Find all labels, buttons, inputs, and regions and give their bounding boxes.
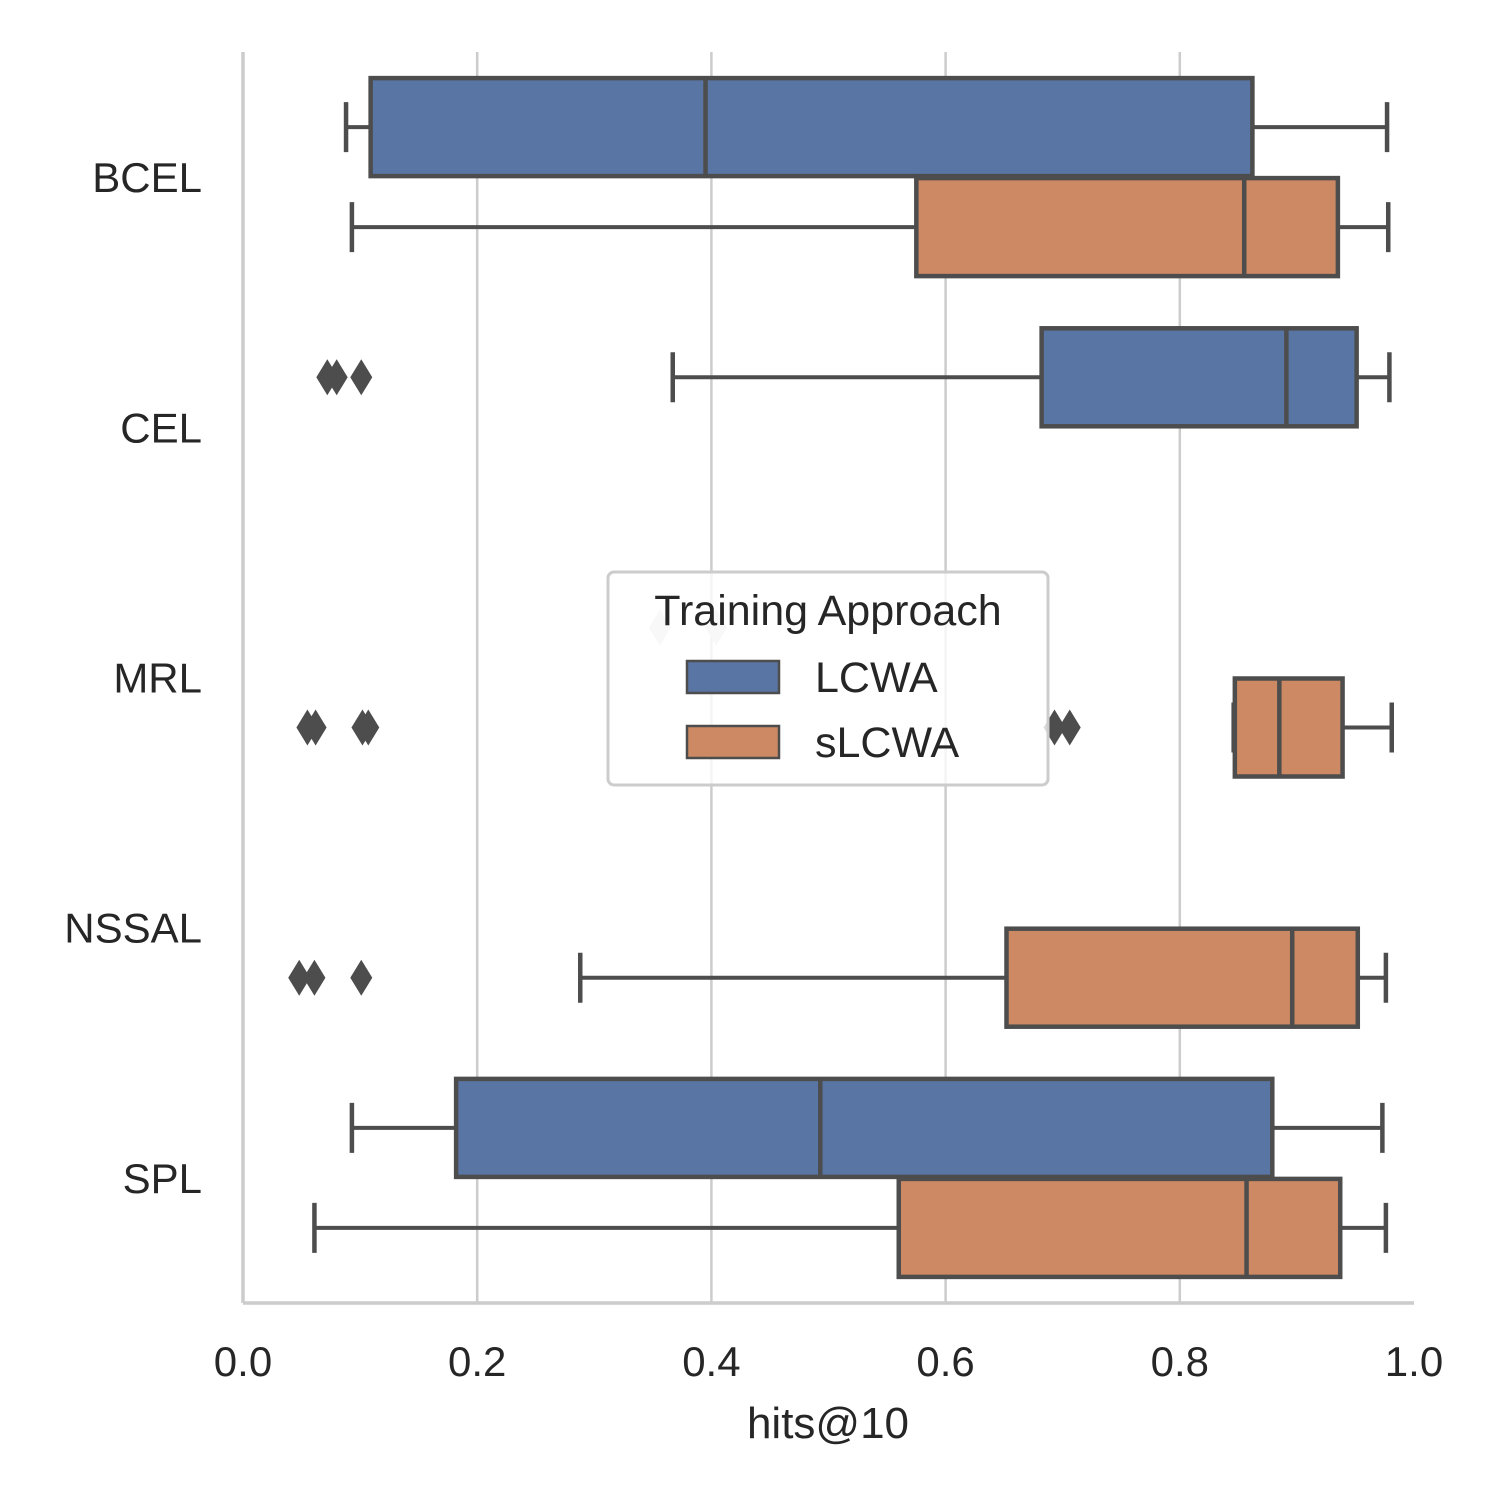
legend-label-lcwa: LCWA xyxy=(815,654,938,702)
y-tick-label-bcel: BCEL xyxy=(92,154,202,201)
x-tick-label-0-6: 0.6 xyxy=(916,1338,974,1385)
x-tick-labels: 0.0 0.2 0.4 0.6 0.8 1.0 xyxy=(214,1338,1443,1385)
axes xyxy=(241,52,1414,1305)
x-tick-label-0-2: 0.2 xyxy=(448,1338,506,1385)
x-tick-label-0-4: 0.4 xyxy=(682,1338,740,1385)
x-tick-label-0-0: 0.0 xyxy=(214,1338,272,1385)
box-slcwa-bcel xyxy=(349,175,1391,279)
box-series xyxy=(288,75,1395,1280)
x-tick-label-1-0: 1.0 xyxy=(1385,1338,1443,1385)
outlier-slcwa-nssal-0 xyxy=(288,959,311,996)
x-tick-label-0-8: 0.8 xyxy=(1151,1338,1209,1385)
legend-swatch-lcwa xyxy=(685,659,781,695)
y-tick-label-nssal: NSSAL xyxy=(64,905,202,952)
y-tick-label-mrl: MRL xyxy=(113,655,202,702)
box-lcwa-bcel xyxy=(343,75,1390,179)
iqr-box-slcwa-mrl xyxy=(1232,676,1345,779)
iqr-box-slcwa-spl xyxy=(896,1176,1343,1280)
legend-title: Training Approach xyxy=(654,587,1001,635)
box-lcwa-spl xyxy=(349,1076,1385,1180)
y-tick-label-spl: SPL xyxy=(123,1155,202,1202)
y-tick-labels: BCEL CEL MRL NSSAL SPL xyxy=(64,154,202,1202)
legend: Training Approach LCWA sLCWA xyxy=(606,570,1050,787)
x-axis-title: hits@10 xyxy=(747,1399,909,1448)
legend-swatch-slcwa xyxy=(685,724,781,760)
outlier-lcwa-cel-2 xyxy=(350,359,373,396)
outlier-slcwa-mrl-5 xyxy=(1058,709,1081,746)
box-slcwa-nssal xyxy=(288,926,1389,1029)
outlier-slcwa-nssal-2 xyxy=(350,959,373,996)
outlier-lcwa-cel-1 xyxy=(325,359,348,396)
outlier-slcwa-mrl-1 xyxy=(304,709,327,746)
legend-label-slcwa: sLCWA xyxy=(815,719,959,767)
iqr-box-lcwa-bcel xyxy=(368,75,1255,179)
iqr-box-lcwa-cel xyxy=(1039,326,1359,429)
y-tick-label-cel: CEL xyxy=(120,404,202,451)
iqr-box-lcwa-spl xyxy=(453,1076,1275,1180)
box-lcwa-cel xyxy=(316,326,1392,429)
iqr-box-slcwa-nssal xyxy=(1004,926,1361,1029)
outlier-slcwa-mrl-3 xyxy=(357,709,380,746)
outlier-slcwa-nssal-1 xyxy=(303,959,326,996)
box-slcwa-spl xyxy=(312,1176,1389,1280)
iqr-box-slcwa-bcel xyxy=(914,175,1341,279)
